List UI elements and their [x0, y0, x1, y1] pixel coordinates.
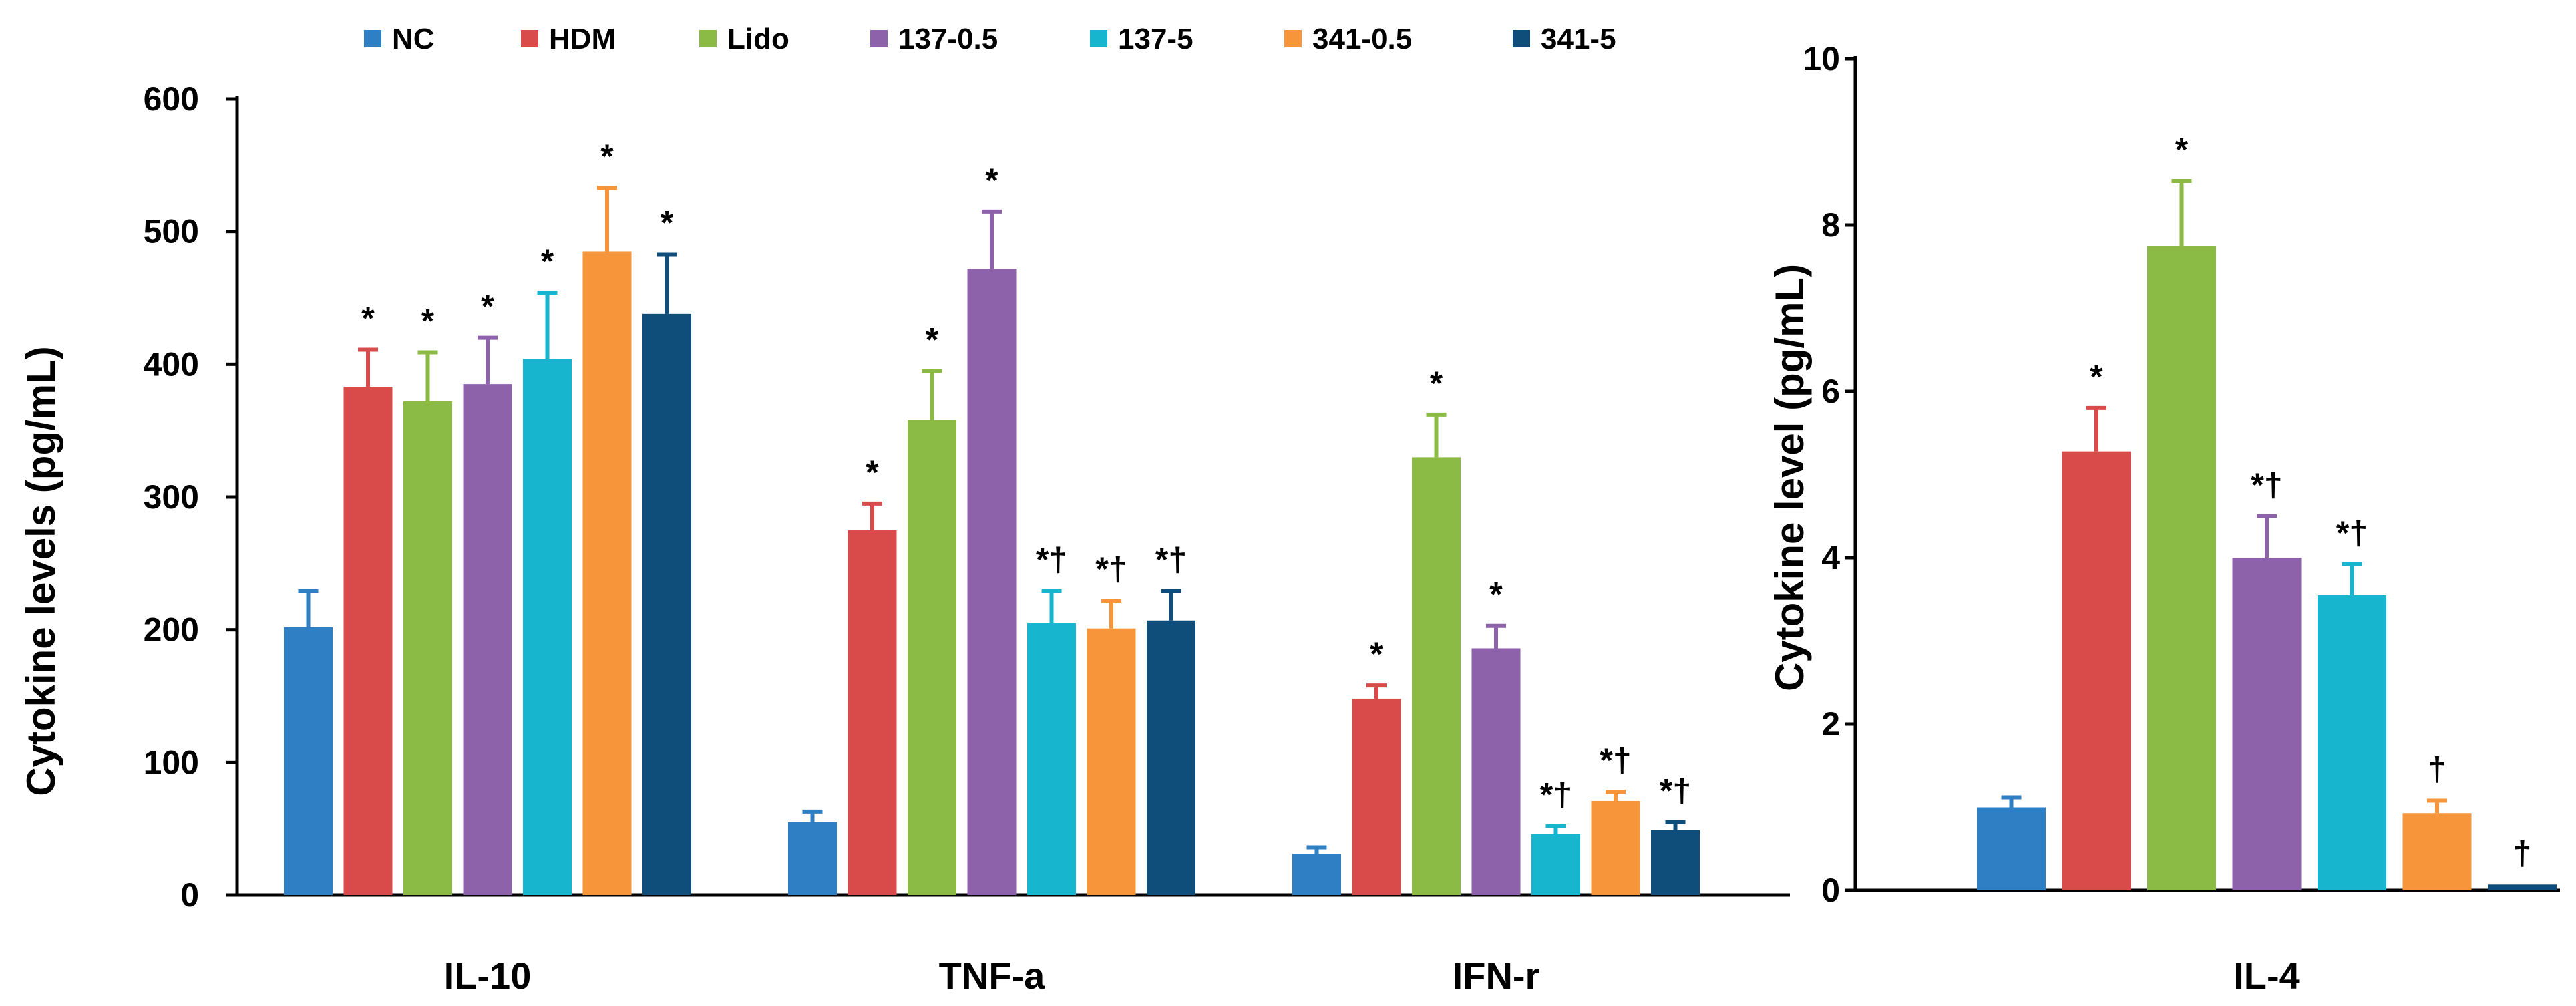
- category-label-il-4: IL-4: [2233, 955, 2300, 997]
- bar-il-4-137-5: [2318, 595, 2386, 890]
- category-label-il-10: IL-10: [444, 955, 532, 997]
- y-tick-label: 300: [144, 478, 199, 516]
- significance-mark: *†: [1155, 541, 1187, 578]
- bar-il-10-lido: [403, 401, 452, 895]
- bar-tnf-a-lido: [908, 420, 956, 895]
- significance-mark: *†: [1600, 741, 1631, 779]
- y-tick-label: 400: [144, 345, 199, 383]
- significance-mark: †: [2513, 834, 2532, 872]
- significance-mark: *: [661, 204, 674, 241]
- significance-mark: *†: [2251, 466, 2282, 504]
- bar-ifn-r-137-0-5: [1471, 648, 1521, 895]
- y-tick-label: 100: [144, 743, 199, 781]
- legend-label-341-5: 341-5: [1541, 23, 1616, 55]
- bar-tnf-a-341-0-5: [1087, 628, 1136, 895]
- bar-ifn-r-341-5: [1651, 830, 1700, 895]
- y-axis-label-left: Cytokine levels (pg/mL): [19, 346, 63, 796]
- legend-swatch-hdm: [521, 30, 538, 47]
- bar-il-4-341-0-5: [2402, 813, 2472, 890]
- legend-swatch-lido: [699, 30, 717, 47]
- bar-tnf-a-hdm: [848, 530, 897, 895]
- significance-mark: *: [2175, 131, 2189, 168]
- bar-il-10-341-5: [642, 313, 691, 896]
- bar-ifn-r-lido: [1412, 457, 1461, 895]
- y-tick-label: 10: [1803, 40, 1840, 77]
- bar-il-10-137-5: [523, 359, 572, 895]
- legend-label-137-5: 137-5: [1118, 23, 1193, 55]
- bar-tnf-a-137-0-5: [967, 269, 1017, 895]
- y-tick-label: 2: [1821, 705, 1840, 743]
- bar-il-10-nc: [284, 627, 333, 895]
- bar-tnf-a-nc: [788, 822, 837, 895]
- significance-mark: *†: [1095, 550, 1127, 588]
- significance-mark: *: [361, 299, 375, 337]
- y-axis-label-right: Cytokine level (pg/mL): [1767, 264, 1812, 691]
- bar-il-4-lido: [2147, 246, 2216, 890]
- bar-ifn-r-hdm: [1352, 698, 1401, 895]
- legend-swatch-137-5: [1090, 30, 1107, 47]
- y-tick-label: 4: [1821, 539, 1840, 576]
- legend-label-hdm: HDM: [549, 23, 616, 55]
- legend-label-lido: Lido: [727, 23, 789, 55]
- bar-il-10-137-0-5: [463, 384, 512, 895]
- legend: NC HDM Lido 137-0.5 137-5 341-0.5 341-5: [364, 23, 1616, 55]
- significance-mark: *: [1370, 635, 1383, 673]
- significance-mark: *: [481, 288, 494, 325]
- category-label-ifn-r: IFN-r: [1453, 955, 1540, 997]
- legend-label-137-0-5: 137-0.5: [898, 23, 998, 55]
- bar-ifn-r-341-0-5: [1591, 800, 1640, 895]
- significance-mark: †: [2428, 751, 2446, 788]
- bar-il-4-hdm: [2062, 451, 2131, 890]
- y-tick-label: 0: [180, 876, 199, 914]
- bar-ifn-r-137-5: [1531, 834, 1580, 895]
- significance-mark: *†: [1540, 776, 1572, 814]
- legend-swatch-341-0-5: [1284, 30, 1302, 47]
- significance-mark: *: [926, 321, 939, 358]
- legend-swatch-nc: [364, 30, 381, 47]
- y-tick-label: 6: [1821, 373, 1840, 410]
- bar-ifn-r-nc: [1292, 854, 1341, 895]
- legend-swatch-137-0-5: [870, 30, 888, 47]
- y-tick-label: 200: [144, 611, 199, 649]
- bar-tnf-a-137-5: [1027, 623, 1076, 895]
- significance-mark: *†: [2336, 514, 2368, 552]
- category-label-tnf-a: TNF-a: [939, 955, 1046, 997]
- y-tick-label: 8: [1821, 206, 1840, 244]
- significance-mark: *†: [1036, 541, 1067, 578]
- significance-mark: *†: [1660, 772, 1691, 810]
- significance-mark: *: [1430, 365, 1443, 402]
- chart-panel-left: Cytokine levels (pg/mL) 0 100 200 300 400 500…: [19, 80, 1790, 997]
- y-tick-label: 600: [144, 80, 199, 118]
- significance-mark: *: [541, 242, 554, 280]
- y-tick-label: 0: [1821, 872, 1840, 909]
- legend-label-nc: NC: [392, 23, 435, 55]
- bar-il-10-hdm: [343, 387, 393, 895]
- significance-mark: *: [866, 454, 879, 491]
- bar-il-4-137-0-5: [2232, 558, 2302, 890]
- bar-il-10-341-0-5: [582, 251, 632, 895]
- bar-il-4-nc: [1977, 807, 2046, 890]
- y-tick-label: 500: [144, 213, 199, 250]
- significance-mark: *: [985, 162, 998, 199]
- significance-mark: *: [1489, 576, 1503, 613]
- significance-mark: *: [600, 138, 614, 175]
- bar-tnf-a-341-5: [1147, 620, 1195, 895]
- legend-label-341-0-5: 341-0.5: [1312, 23, 1412, 55]
- bar-il-4-341-5: [2488, 884, 2557, 890]
- legend-swatch-341-5: [1513, 30, 1530, 47]
- significance-mark: *: [421, 302, 435, 339]
- significance-mark: *: [2090, 358, 2103, 395]
- chart-panel-right: Cytokine level (pg/mL) 0 2 4 6 8 10 * * *† *† † † IL…: [1767, 40, 2560, 997]
